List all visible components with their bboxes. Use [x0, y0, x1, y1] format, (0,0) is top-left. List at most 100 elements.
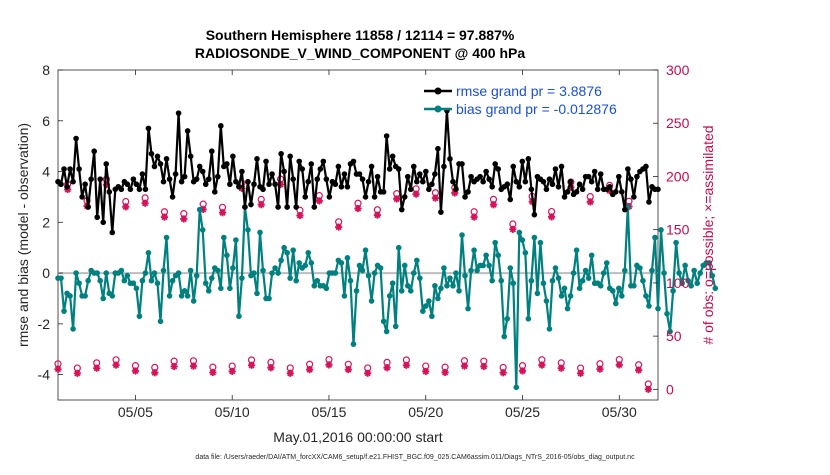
bias-point [239, 275, 245, 281]
rmse-point [205, 176, 212, 182]
x-tick-label: 05/10 [215, 404, 250, 420]
obs-marker-stroke [345, 366, 352, 373]
bias-point [350, 341, 357, 347]
rmse-point [130, 176, 137, 182]
rmse-point [317, 166, 324, 172]
bias-point [67, 293, 73, 299]
obs-assimilated-marker [286, 369, 294, 377]
obs-assimilated-marker [54, 365, 62, 373]
bias-point [181, 288, 188, 294]
bias-point [109, 293, 116, 299]
y-left-tick-label: 4 [42, 164, 50, 180]
rmse-point [404, 173, 411, 180]
rmse-point [407, 186, 414, 193]
obs-assimilated-marker [247, 361, 256, 369]
rmse-point [420, 178, 426, 185]
bias-point [423, 303, 429, 309]
bias-point [404, 282, 411, 289]
rmse-point [199, 168, 206, 175]
obs-marker-stroke [93, 365, 100, 372]
rmse-point [531, 211, 538, 218]
rmse-point [429, 181, 435, 188]
bias-point [380, 318, 387, 325]
rmse-point [172, 171, 179, 177]
obs-assimilated-marker [228, 367, 236, 375]
rmse-point [350, 158, 357, 165]
rmse-point [166, 176, 173, 182]
bias-point [184, 293, 191, 299]
bias-point [85, 277, 91, 284]
bias-point [652, 234, 658, 241]
rmse-point [187, 153, 194, 160]
rmse-point [612, 189, 619, 195]
bias-point [227, 285, 233, 292]
y-right-tick-label: 100 [666, 275, 690, 291]
obs-assimilated-marker [596, 365, 604, 373]
bias-point [603, 260, 610, 266]
rmse-point [507, 196, 514, 203]
legend-bias-marker [434, 105, 442, 113]
obs-assimilated-marker [586, 198, 594, 206]
bias-point [649, 267, 655, 274]
rmse-point [480, 178, 486, 185]
rmse-point [435, 145, 441, 152]
bias-point [205, 288, 212, 294]
bias-point [441, 265, 447, 271]
bias-point [136, 313, 143, 320]
rmse-point [468, 173, 474, 180]
bias-point [133, 285, 140, 292]
y-right-tick-label: 0 [666, 381, 674, 397]
bias-point [221, 234, 227, 241]
obs-marker-stroke [490, 201, 497, 208]
obs-assimilated-marker [151, 369, 159, 377]
rmse-point [519, 158, 526, 165]
obs-assimilated-marker [122, 203, 130, 211]
obs-marker-stroke [577, 370, 584, 377]
obs-assimilated-marker [383, 364, 391, 372]
rmse-point [438, 209, 444, 215]
bias-point [293, 277, 299, 284]
bias-point [389, 280, 396, 287]
bias-point [338, 260, 345, 266]
y-left-tick-label: 8 [42, 62, 50, 78]
bias-point [453, 270, 459, 276]
bias-point [528, 277, 535, 284]
rmse-point [251, 181, 257, 188]
bias-point [480, 262, 486, 269]
rmse-point [302, 194, 309, 200]
rmse-point [67, 166, 73, 172]
rmse-point [628, 176, 634, 182]
obs-marker-stroke [325, 361, 333, 369]
obs-assimilated-marker [499, 369, 507, 377]
rmse-point [202, 181, 209, 188]
bias-point [296, 260, 303, 266]
obs-marker-stroke [306, 366, 313, 373]
rmse-point [426, 186, 432, 193]
rmse-point [606, 183, 613, 190]
rmse-point [365, 178, 372, 185]
rmse-point [326, 194, 333, 200]
rmse-point [193, 176, 200, 182]
rmse-point [389, 153, 396, 160]
bias-point [154, 280, 161, 287]
bias-point [522, 249, 529, 256]
rmse-point [597, 171, 604, 177]
y-right-tick-label: 300 [666, 62, 690, 78]
bias-point [643, 293, 649, 299]
rmse-point [646, 199, 652, 205]
bias-point [670, 288, 676, 294]
bias-point [688, 282, 694, 289]
bias-point [712, 285, 719, 292]
rmse-point [588, 178, 595, 185]
bias-point [697, 270, 704, 276]
rmse-point [552, 166, 559, 172]
bias-point [76, 280, 82, 287]
bias-point [564, 305, 571, 312]
bias-point [61, 308, 67, 314]
bias-point [401, 262, 408, 269]
bias-point [561, 285, 568, 292]
bias-point [585, 275, 592, 281]
obs-assimilated-marker [257, 201, 265, 209]
obs-assimilated-marker [325, 361, 333, 369]
bias-point [332, 270, 339, 276]
